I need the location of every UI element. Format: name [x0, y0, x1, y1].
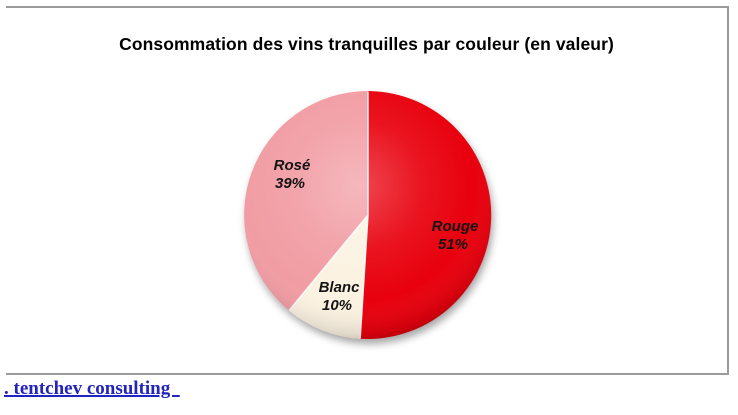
footer-link[interactable]: . tentchev consulting: [4, 378, 180, 399]
chart-frame: Consommation des vins tranquilles par co…: [6, 6, 729, 375]
chart-title: Consommation des vins tranquilles par co…: [119, 34, 614, 54]
